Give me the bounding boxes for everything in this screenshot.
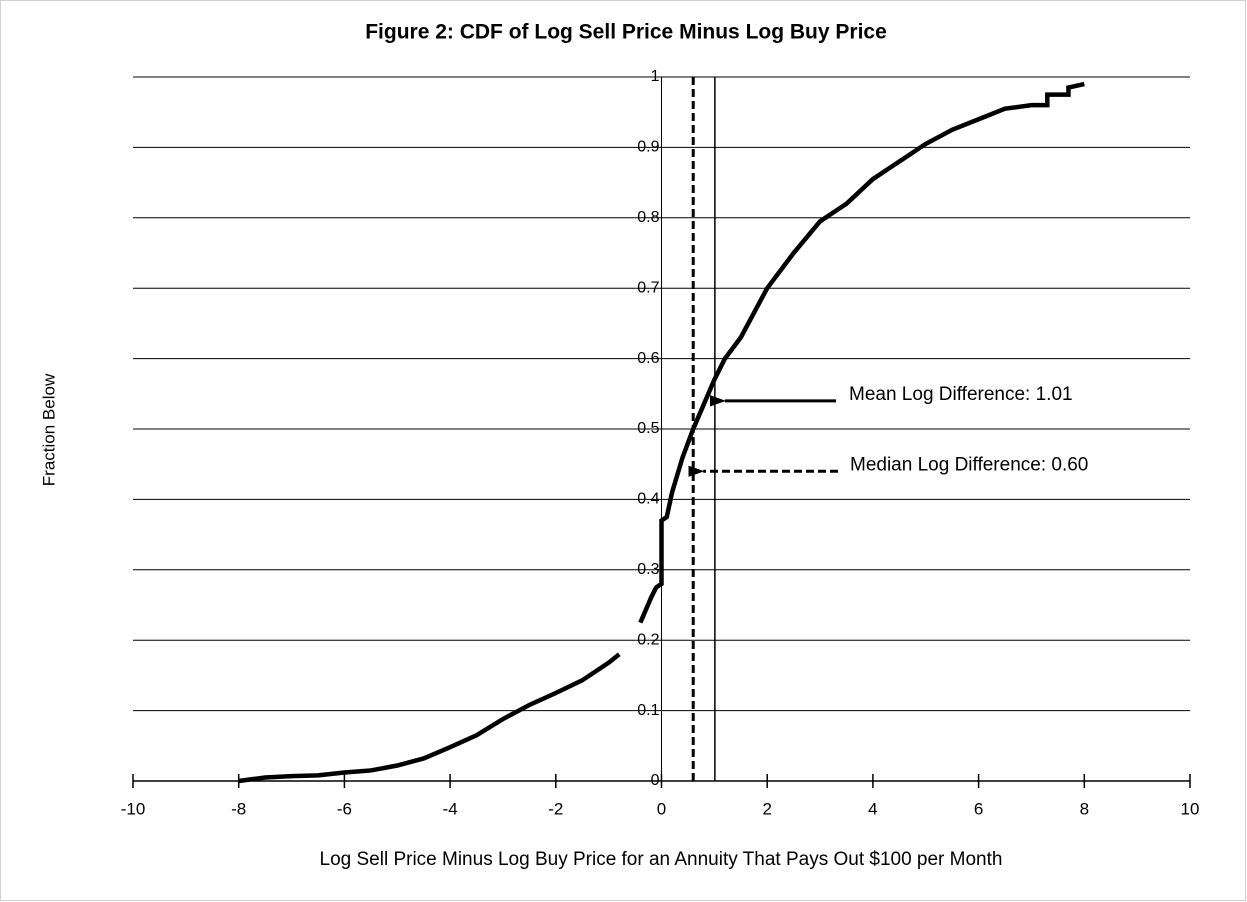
cdf-line: [238, 81, 1085, 784]
x-tick-label: 2: [762, 799, 771, 818]
annotation: Median Log Difference: 0.60: [850, 454, 1088, 475]
y-tick-label: 0.5: [637, 420, 659, 437]
y-tick-label: 0.9: [637, 139, 659, 156]
x-tick-label: -8: [231, 799, 246, 818]
x-axis-label: Log Sell Price Minus Log Buy Price for a…: [320, 849, 1003, 870]
y-tick-label: 0.2: [637, 631, 659, 648]
annotation: Mean Log Difference: 1.01: [849, 384, 1073, 405]
y-tick-label: 0.7: [637, 279, 659, 296]
x-tick-label: -2: [548, 799, 563, 818]
y-tick-label: 0.1: [637, 702, 659, 719]
y-axis-label: Fraction Below: [39, 373, 58, 486]
x-tick-label: 10: [1181, 799, 1200, 818]
x-tick-label: 0: [657, 799, 666, 818]
y-tick-label: 0.3: [637, 561, 659, 578]
x-tick-label: -6: [337, 799, 352, 818]
x-tick-label: 8: [1080, 799, 1089, 818]
x-tick-label: 6: [974, 799, 983, 818]
y-tick-label: 0.6: [637, 350, 659, 367]
chart-title: Figure 2: CDF of Log Sell Price Minus Lo…: [365, 21, 887, 44]
x-tick-label: -10: [121, 799, 146, 818]
y-tick-label: 0.8: [637, 209, 659, 226]
y-tick-label: 0.4: [637, 491, 659, 508]
x-tick-label: 4: [868, 799, 877, 818]
x-tick-label: -4: [443, 799, 458, 818]
y-tick-label: 1: [651, 68, 660, 85]
